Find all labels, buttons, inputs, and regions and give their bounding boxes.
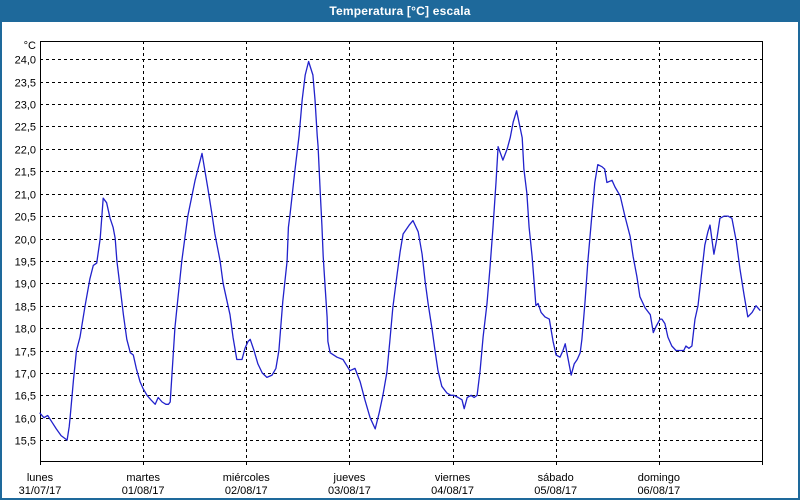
y-axis-tick-label: 16,5: [15, 391, 36, 403]
title-bar[interactable]: Temperatura [°C] escala: [0, 0, 800, 22]
x-axis-day-label: sábado: [538, 472, 574, 484]
y-axis-tick-label: 23,5: [15, 78, 36, 90]
x-axis-date-label: 01/08/17: [122, 485, 165, 497]
y-axis-tick-label: 17,5: [15, 347, 36, 359]
x-axis-day-label: viernes: [435, 472, 471, 484]
x-axis-day-label: jueves: [333, 472, 366, 484]
x-axis-date-label: 05/08/17: [534, 485, 577, 497]
x-axis-day-label: lunes: [27, 472, 54, 484]
y-axis-tick-label: 24,0: [15, 55, 36, 67]
y-axis-tick-label: 22,0: [15, 145, 36, 157]
plot-border: [40, 41, 763, 462]
x-axis-date-label: 04/08/17: [431, 485, 474, 497]
y-axis-tick-label: 20,0: [15, 235, 36, 247]
x-axis-day-label: miércoles: [223, 472, 271, 484]
y-axis-tick-label: 20,5: [15, 212, 36, 224]
y-axis-tick-label: 15,5: [15, 436, 36, 448]
y-axis-tick-label: 21,5: [15, 167, 36, 179]
x-axis-date-label: 03/08/17: [328, 485, 371, 497]
x-axis-date-label: 31/07/17: [19, 485, 62, 497]
y-axis-tick-label: 16,0: [15, 414, 36, 426]
y-axis-tick-label: 17,0: [15, 369, 36, 381]
y-axis-tick-label: 19,5: [15, 257, 36, 269]
y-axis-tick-label: 22,5: [15, 122, 36, 134]
x-axis-date-label: 06/08/17: [637, 485, 680, 497]
window-title: Temperatura [°C] escala: [329, 4, 471, 18]
x-axis-date-label: 02/08/17: [225, 485, 268, 497]
y-axis-tick-label: 19,0: [15, 279, 36, 291]
temperature-series-line: [39, 60, 761, 441]
y-axis-tick-label: 21,0: [15, 190, 36, 202]
x-axis-day-label: martes: [126, 472, 160, 484]
y-axis-tick-label: 18,5: [15, 302, 36, 314]
y-axis-tick-label: 23,0: [15, 100, 36, 112]
y-axis-tick-label: 18,0: [15, 324, 36, 336]
y-axis-unit-label: °C: [24, 40, 36, 52]
x-axis-day-label: domingo: [638, 472, 680, 484]
